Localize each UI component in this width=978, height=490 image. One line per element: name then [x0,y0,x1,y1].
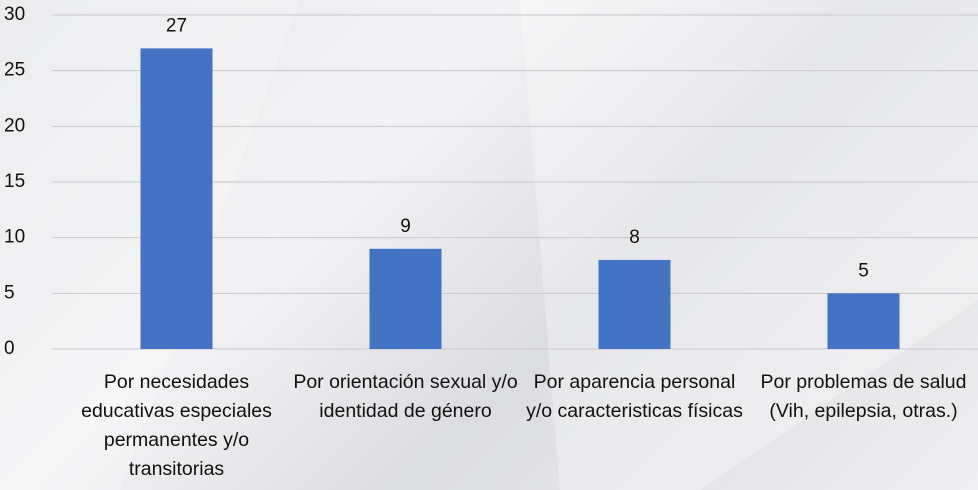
y-tick-label: 15 [4,171,25,192]
y-tick-label: 20 [4,115,25,136]
x-tick-label: Por orientación sexual y/o identidad de … [293,371,518,422]
y-tick-label: 30 [4,4,25,25]
y-tick-label: 25 [4,60,25,81]
value-label: 5 [858,260,869,281]
bar [598,259,671,349]
x-tick-label: Por problemas de salud (Vih, epilepsia, … [760,371,967,422]
y-tick-label: 0 [4,338,15,359]
x-tick-label: Por necesidades educativas especiales pe… [81,371,272,480]
value-label: 9 [400,216,411,237]
bar [140,48,213,350]
y-tick-label: 5 [4,282,15,303]
value-label: 8 [629,227,640,248]
bar [369,248,442,349]
x-tick-label: Por aparencia personal y/o caracteristic… [526,371,743,422]
bg-shape [520,0,978,490]
y-tick-label: 10 [4,227,25,248]
value-label: 27 [166,15,187,36]
bar [827,293,900,349]
